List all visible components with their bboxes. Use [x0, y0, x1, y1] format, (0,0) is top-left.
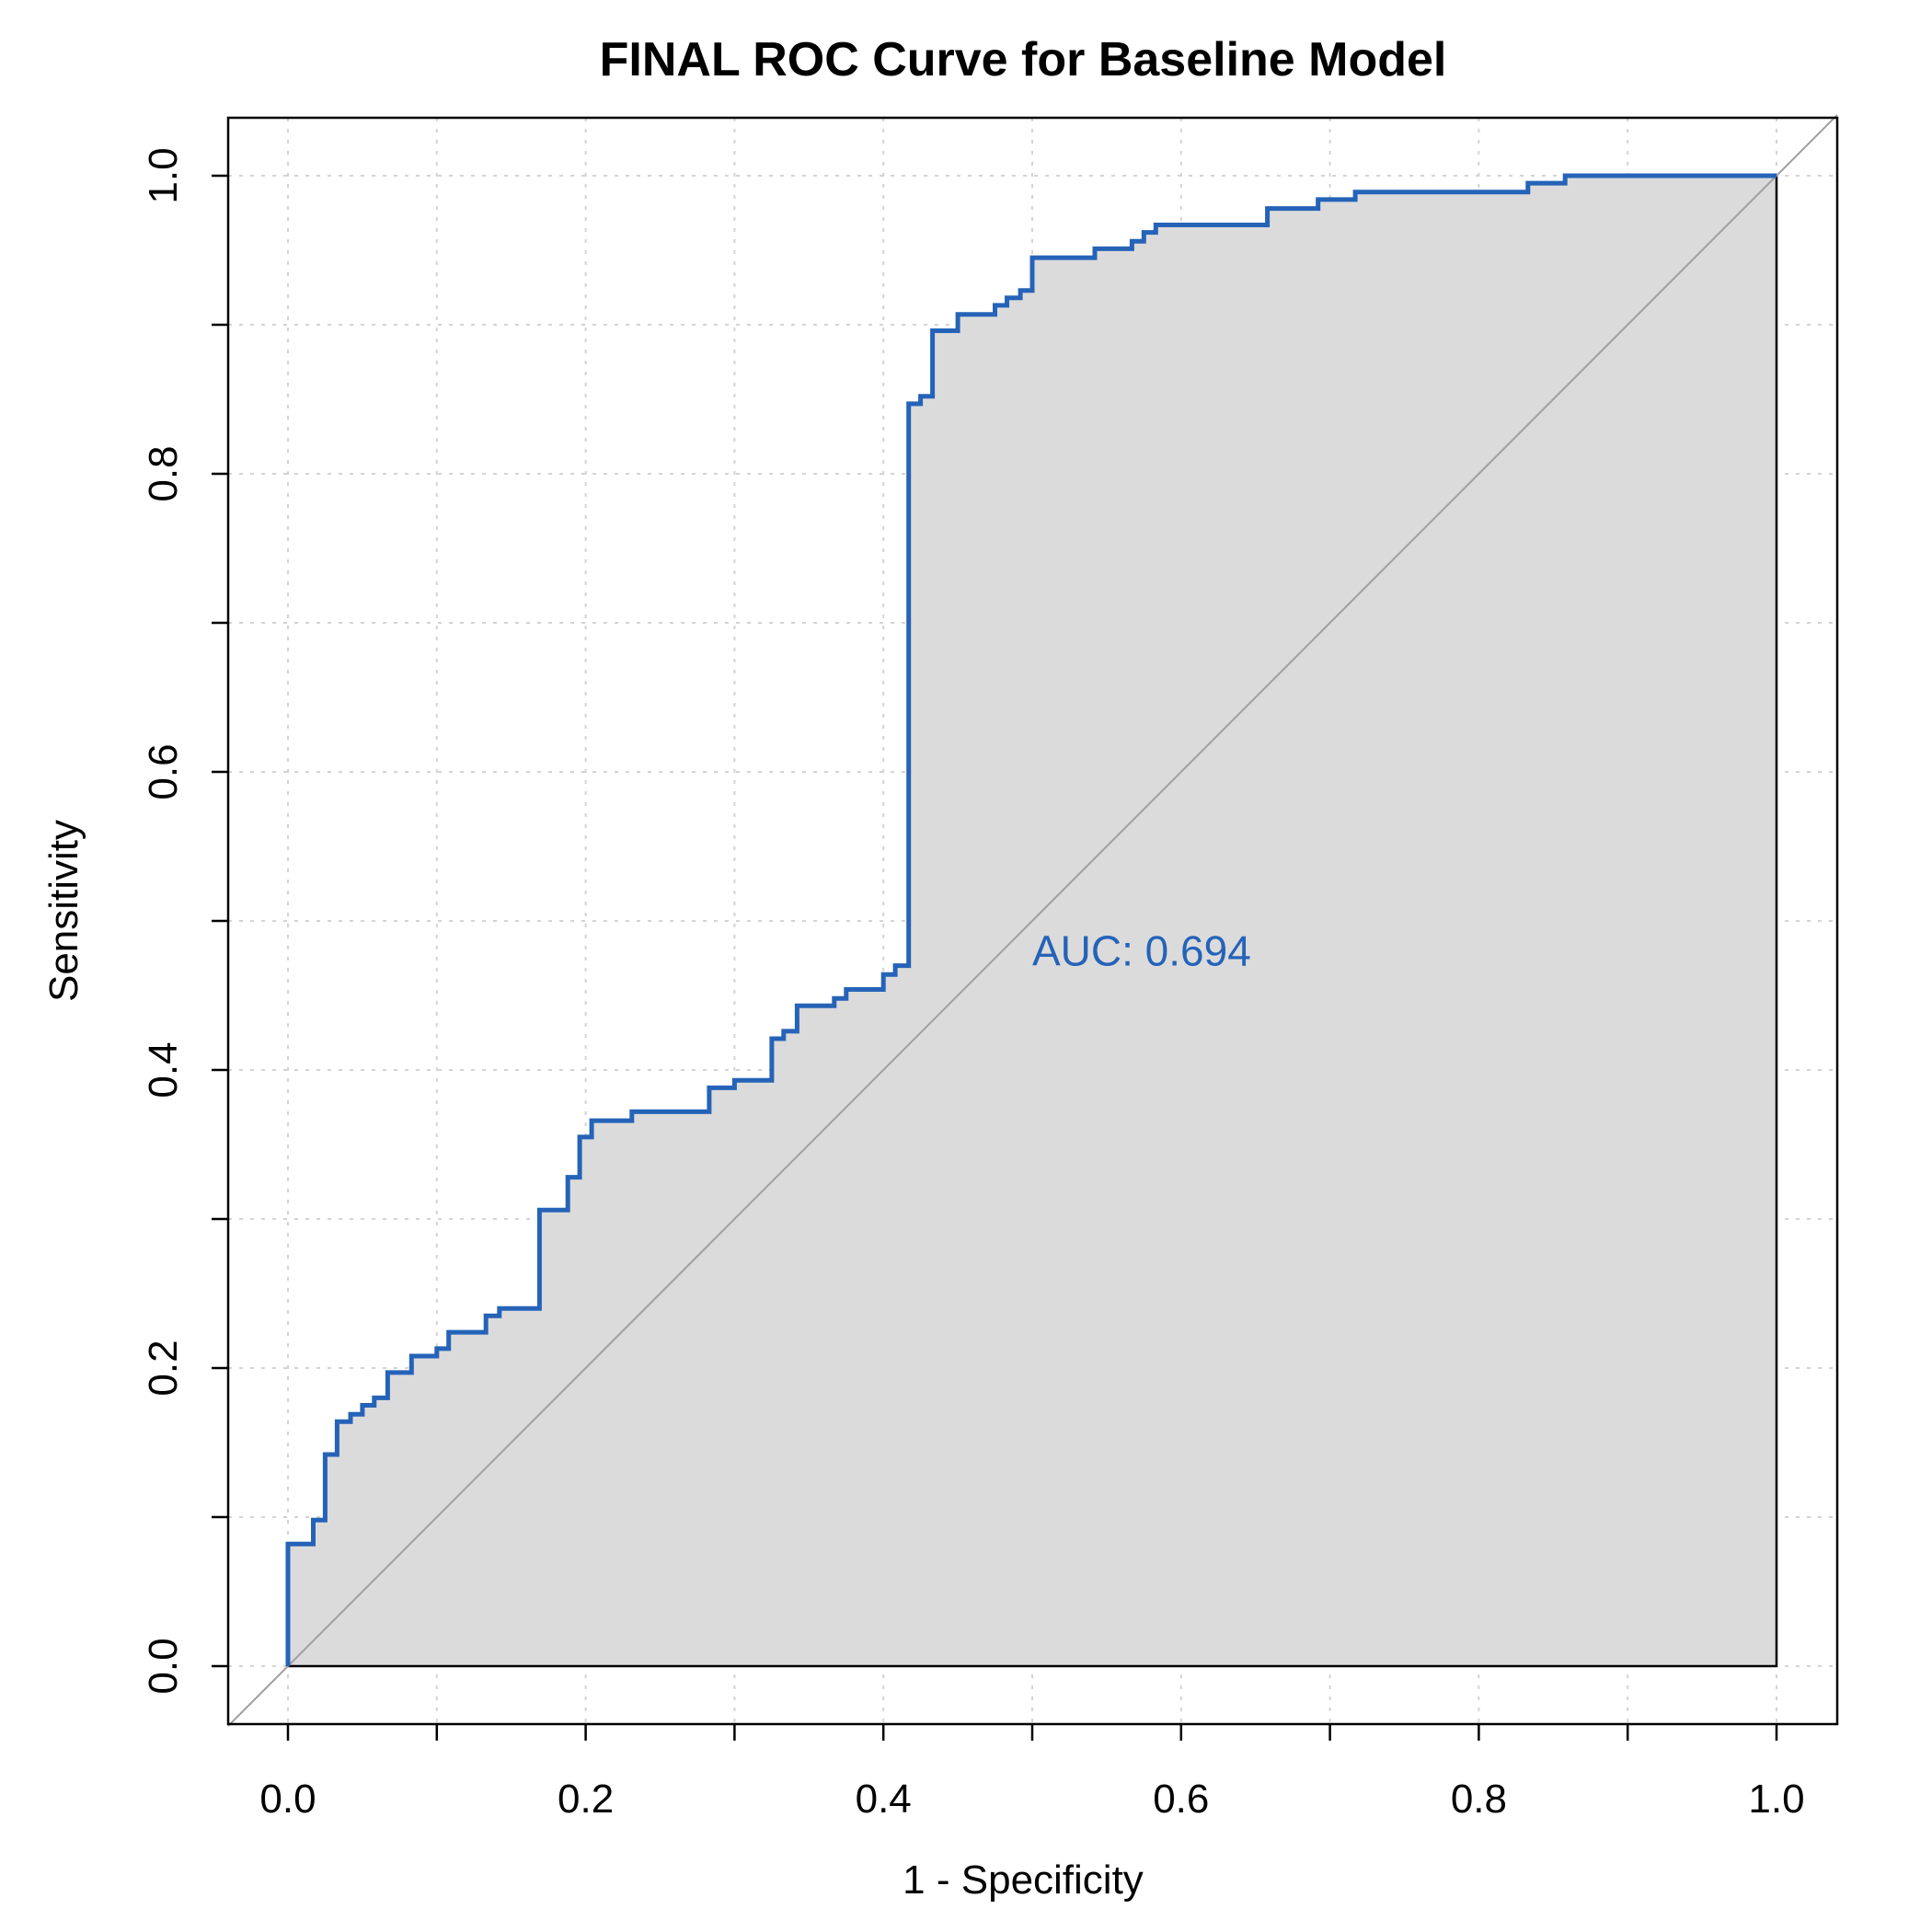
chance-diagonal-line [227, 114, 1838, 1727]
x-tick-label: 0.6 [1153, 1777, 1209, 1822]
roc-curve-line [285, 173, 1777, 1666]
auc-annotation: AUC: 0.694 [1032, 926, 1251, 974]
x-tick-label: 1.0 [1748, 1777, 1804, 1822]
x-tick-label: 0.8 [1451, 1777, 1507, 1822]
chart-title: FINAL ROC Curve for Baseline Model [600, 33, 1447, 86]
x-tick-label: 0.4 [856, 1777, 912, 1822]
y-tick-label: 0.0 [141, 1638, 186, 1694]
x-axis-label: 1 - Specificity [903, 1857, 1144, 1903]
y-tick-label: 0.8 [141, 445, 186, 501]
x-tick-label: 0.0 [259, 1777, 316, 1822]
y-tick-label: 1.0 [141, 147, 186, 203]
y-axis: 0.0 0.2 0.4 0.6 0.8 1.0 [141, 147, 228, 1695]
y-tick-label: 0.2 [141, 1340, 186, 1396]
x-axis: 0.0 0.2 0.4 0.6 0.8 1.0 [259, 1724, 1805, 1822]
y-tick-label: 0.6 [141, 743, 186, 799]
y-axis-label: Sensitivity [41, 820, 86, 1002]
y-tick-label: 0.4 [141, 1041, 186, 1098]
x-tick-label: 0.2 [558, 1777, 614, 1822]
